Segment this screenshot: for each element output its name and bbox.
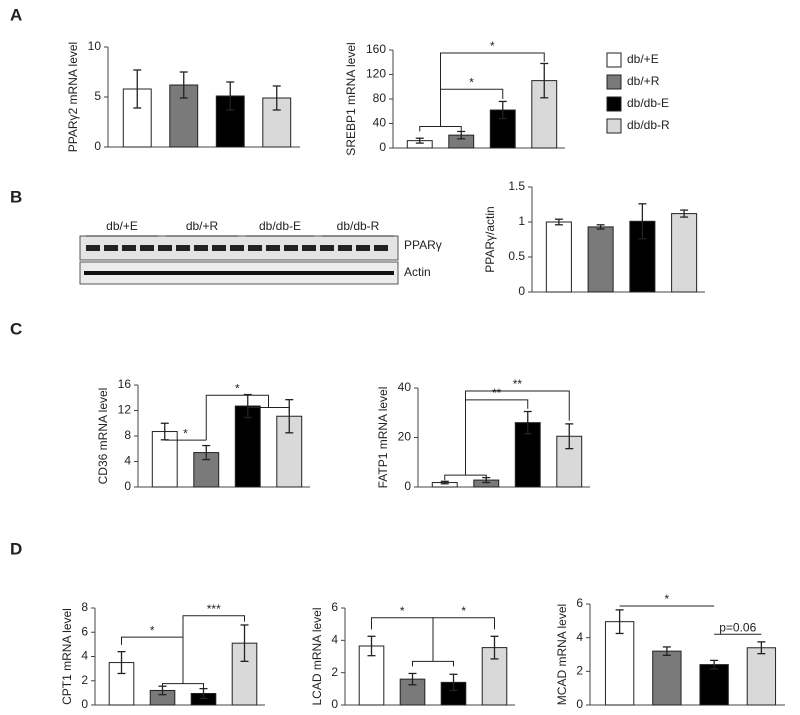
- bar: [234, 405, 261, 488]
- y-tick-label: 1.5: [508, 179, 525, 193]
- y-axis-label: LCAD mRNA level: [310, 607, 324, 705]
- significance-label: **: [513, 377, 523, 391]
- y-tick-label: 16: [118, 377, 132, 391]
- y-tick-label: 0.5: [508, 249, 525, 263]
- legend-label: db/db-E: [627, 96, 669, 110]
- significance-label: *: [469, 75, 474, 89]
- band-label: PPARγ: [404, 238, 442, 252]
- bar: [652, 650, 682, 706]
- y-tick-label: 1: [518, 214, 525, 228]
- y-axis-label: CPT1 mRNA level: [60, 608, 74, 705]
- legend-swatch: [606, 96, 622, 112]
- bracket: [444, 474, 487, 481]
- y-tick-label: 0: [331, 697, 338, 711]
- y-axis-label: PPARγ/actin: [483, 206, 497, 272]
- bracket: [412, 660, 454, 667]
- lane-label: db/db-E: [259, 219, 301, 233]
- y-tick-label: 0: [576, 697, 583, 711]
- y-tick-label: 5: [94, 89, 101, 103]
- bracket: [162, 683, 204, 689]
- legend-swatch: [606, 52, 622, 68]
- y-axis-label: MCAD mRNA level: [555, 604, 569, 705]
- y-axis-label: CD36 mRNA level: [96, 388, 110, 485]
- bracket: [465, 399, 529, 476]
- y-tick-label: 4: [124, 454, 131, 468]
- significance-label: *: [665, 592, 670, 606]
- lane-label: db/+R: [186, 219, 219, 233]
- significance-label: ***: [207, 602, 221, 616]
- y-tick-label: 8: [124, 428, 131, 442]
- y-tick-label: 0: [379, 140, 386, 154]
- panel-label: C: [10, 319, 22, 338]
- bar: [151, 431, 178, 488]
- legend-label: db/+E: [627, 52, 659, 66]
- y-tick-label: 40: [398, 380, 412, 394]
- significance-label: *: [235, 381, 240, 395]
- lane-label: db/db-R: [337, 219, 380, 233]
- significance-label: **: [492, 386, 502, 400]
- y-tick-label: 0: [518, 284, 525, 298]
- bracket: [419, 125, 462, 132]
- y-axis-label: SREBP1 mRNA level: [344, 42, 358, 155]
- y-tick-label: 160: [366, 42, 386, 56]
- y-tick-label: 6: [331, 600, 338, 614]
- significance-label: p=0.06: [719, 620, 756, 634]
- panel-label: D: [10, 539, 22, 558]
- bar: [545, 221, 572, 293]
- y-tick-label: 2: [331, 665, 338, 679]
- legend-label: db/+R: [627, 74, 660, 88]
- y-tick-label: 120: [366, 67, 386, 81]
- y-tick-label: 6: [576, 596, 583, 610]
- significance-label: *: [461, 604, 466, 618]
- lane-label: db/+E: [106, 219, 138, 233]
- y-tick-label: 0: [94, 139, 101, 153]
- legend-swatch: [606, 118, 622, 134]
- significance-label: *: [490, 39, 495, 53]
- bar: [587, 226, 614, 293]
- y-tick-label: 8: [81, 600, 88, 614]
- y-tick-label: 20: [398, 430, 412, 444]
- bracket: [440, 88, 504, 127]
- y-tick-label: 4: [576, 630, 583, 644]
- bar: [671, 213, 698, 293]
- panel-label: B: [10, 187, 22, 206]
- bracket: [205, 394, 269, 441]
- panel-label: A: [10, 5, 22, 24]
- y-tick-label: 0: [404, 479, 411, 493]
- bar: [604, 621, 635, 706]
- y-axis-label: FATP1 mRNA level: [376, 387, 390, 489]
- significance-label: *: [183, 426, 188, 440]
- y-axis-label: PPARγ2 mRNA level: [66, 42, 80, 152]
- significance-label: *: [400, 604, 405, 618]
- y-tick-label: 4: [81, 649, 88, 663]
- y-tick-label: 40: [373, 116, 387, 130]
- legend-label: db/db-R: [627, 118, 670, 132]
- legend-swatch: [606, 74, 622, 90]
- western-blot: db/+E db/+R db/db-E db/db-R PPARγ Actin: [79, 219, 442, 285]
- band-label: Actin: [404, 265, 431, 279]
- y-tick-label: 80: [373, 91, 387, 105]
- bracket: [182, 615, 245, 684]
- y-tick-label: 6: [81, 624, 88, 638]
- bracket: [432, 617, 495, 662]
- y-tick-label: 0: [124, 479, 131, 493]
- bar: [699, 664, 729, 706]
- y-tick-label: 10: [88, 39, 102, 53]
- y-tick-label: 2: [81, 673, 88, 687]
- y-tick-label: 0: [81, 697, 88, 711]
- bar: [746, 647, 777, 706]
- significance-label: *: [150, 623, 155, 637]
- y-tick-label: 4: [331, 633, 338, 647]
- y-tick-label: 2: [576, 664, 583, 678]
- y-tick-label: 12: [118, 403, 132, 417]
